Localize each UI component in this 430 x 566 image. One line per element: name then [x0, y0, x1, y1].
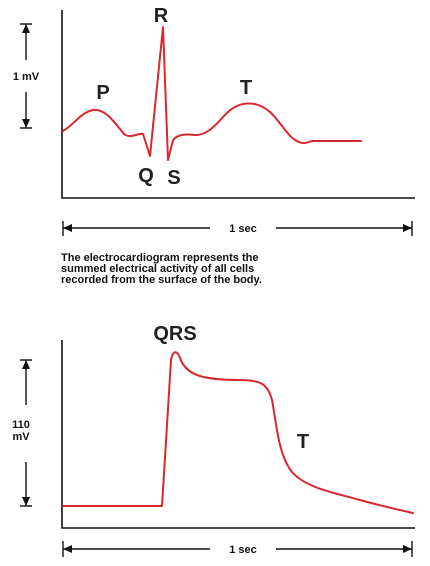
action-potential-axes: [61, 340, 415, 529]
ecg-time-scale-label: 1 sec: [229, 223, 257, 235]
ecg-axes: [61, 10, 415, 199]
ecg-s-wave-label: S: [167, 167, 180, 189]
ap-voltage-scale-unit: mV: [12, 431, 30, 443]
ecg-voltage-scale-bar: [20, 23, 32, 129]
ap-time-scale-bar: [62, 541, 413, 557]
ap-t-label: T: [297, 431, 309, 453]
ap-voltage-scale-bar: [20, 359, 32, 507]
caption-line-2: summed electrical activity of all cells: [61, 263, 255, 275]
ecg-trace: [62, 26, 362, 161]
ap-voltage-scale-value: 110: [12, 419, 30, 431]
ecg-t-wave-label: T: [240, 77, 252, 99]
ecg-voltage-scale-label: 1 mV: [13, 71, 40, 83]
caption-line-1: The electrocardiogram represents the: [61, 252, 259, 264]
ap-time-scale-label: 1 sec: [229, 544, 257, 556]
caption-line-3: recorded from the surface of the body.: [61, 274, 262, 286]
ecg-time-scale-bar: [62, 221, 413, 236]
ecg-r-wave-label: R: [154, 5, 169, 27]
ecg-q-wave-label: Q: [138, 165, 154, 187]
action-potential-panel: 110 mV QRS T 1 sec: [12, 323, 415, 557]
ecg-panel: 1 mV P R Q S T 1 sec: [13, 5, 415, 236]
action-potential-trace: [62, 351, 414, 514]
ecg-caption: The electrocardiogram represents the sum…: [61, 253, 361, 286]
ecg-p-wave-label: P: [96, 82, 109, 104]
ap-qrs-label: QRS: [153, 323, 196, 345]
